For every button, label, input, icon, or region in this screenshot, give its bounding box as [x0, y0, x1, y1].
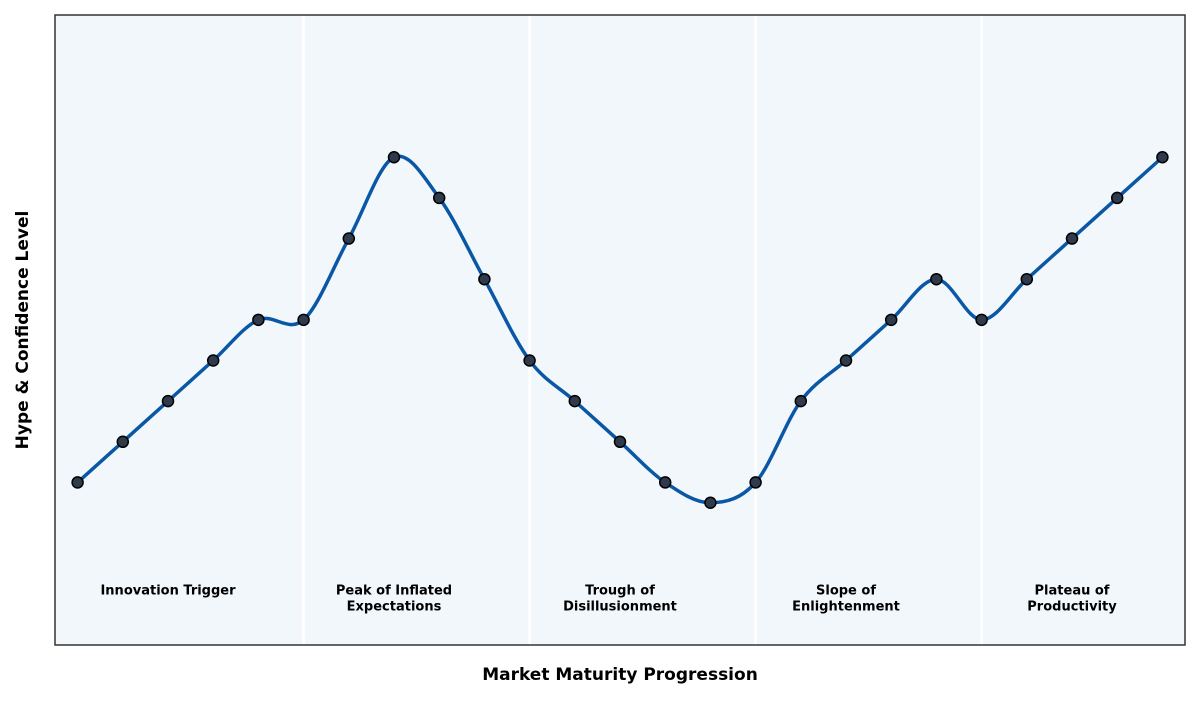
phase-label: Expectations — [347, 600, 442, 615]
point — [658, 476, 672, 489]
point — [794, 394, 808, 408]
phase-label: Trough of — [585, 584, 655, 599]
phase-label: Plateau of — [1035, 584, 1110, 599]
phase-label: Productivity — [1027, 600, 1117, 615]
phase-label: Innovation Trigger — [100, 584, 236, 599]
point — [342, 232, 356, 245]
phase-label: Disillusionment — [563, 600, 677, 615]
point — [116, 435, 130, 449]
point — [749, 476, 762, 489]
point — [1020, 272, 1034, 286]
point — [161, 394, 175, 408]
point — [297, 313, 310, 327]
point — [613, 435, 627, 449]
point — [478, 272, 491, 286]
point — [71, 476, 84, 489]
x-axis-title: Market Maturity Progression — [482, 665, 758, 685]
point — [1110, 191, 1124, 205]
plot-frame — [54, 14, 1186, 646]
y-axis-title: Hype & Confidence Level — [13, 211, 33, 450]
phase-label: Enlightenment — [792, 600, 900, 615]
phase-label: Peak of Inflated — [336, 584, 452, 599]
point — [975, 313, 988, 327]
point — [523, 354, 536, 367]
point — [930, 272, 943, 286]
plot-background — [55, 15, 1185, 645]
point — [568, 394, 582, 408]
point — [206, 354, 220, 367]
point — [704, 496, 717, 509]
phase-label: Slope of — [816, 584, 876, 599]
point — [884, 313, 898, 327]
point — [1065, 232, 1079, 245]
point — [387, 151, 401, 164]
point — [252, 313, 265, 327]
point — [1156, 151, 1169, 164]
point — [839, 354, 853, 367]
point — [432, 191, 446, 205]
